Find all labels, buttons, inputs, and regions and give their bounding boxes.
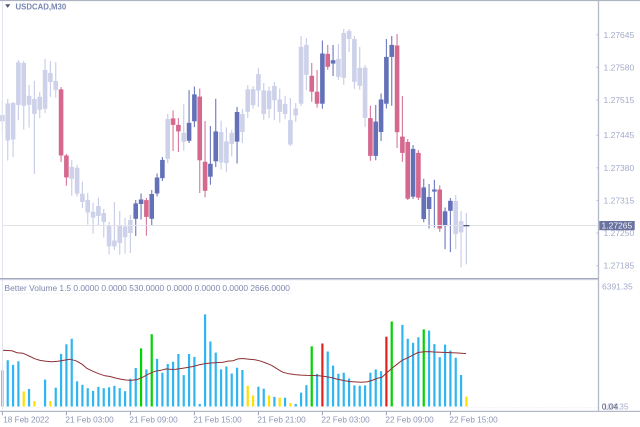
svg-text:1.27515: 1.27515	[604, 95, 635, 105]
svg-text:21 Feb 03:00: 21 Feb 03:00	[65, 416, 114, 425]
svg-text:Better Volume 1.5 0.0000 0.000: Better Volume 1.5 0.0000 0.0000 530.0000…	[5, 283, 291, 293]
svg-text:18 Feb 2022: 18 Feb 2022	[3, 416, 49, 425]
svg-text:1.27380: 1.27380	[604, 163, 635, 173]
svg-text:1.27645: 1.27645	[604, 30, 635, 40]
svg-text:USDCAD,M30: USDCAD,M30	[16, 2, 67, 11]
svg-text:22 Feb 15:00: 22 Feb 15:00	[449, 416, 498, 425]
svg-text:1.27250: 1.27250	[604, 228, 635, 238]
svg-text:6391.35: 6391.35	[602, 281, 633, 291]
svg-text:1.27445: 1.27445	[604, 130, 635, 140]
svg-text:21 Feb 15:00: 21 Feb 15:00	[193, 416, 242, 425]
svg-text:1.27265: 1.27265	[602, 221, 633, 231]
svg-text:1.27580: 1.27580	[604, 62, 635, 72]
svg-text:104.35: 104.35	[603, 402, 629, 412]
svg-text:21 Feb 09:00: 21 Feb 09:00	[129, 416, 178, 425]
svg-text:1.27185: 1.27185	[604, 261, 635, 271]
svg-text:22 Feb 03:00: 22 Feb 03:00	[321, 416, 370, 425]
svg-text:21 Feb 21:00: 21 Feb 21:00	[257, 416, 306, 425]
svg-text:1.27315: 1.27315	[604, 195, 635, 205]
svg-text:0.04: 0.04	[602, 402, 619, 412]
svg-text:22 Feb 09:00: 22 Feb 09:00	[385, 416, 434, 425]
